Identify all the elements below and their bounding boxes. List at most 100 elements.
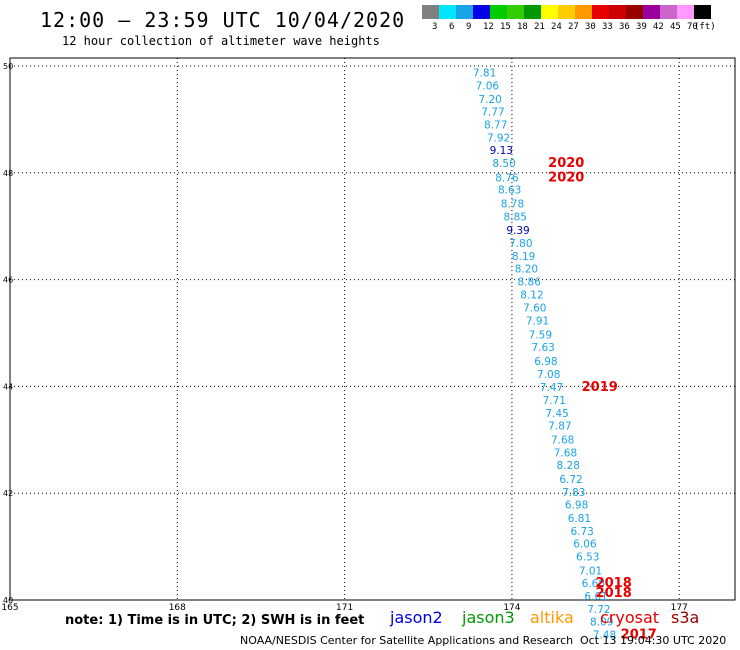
swh-value: 7.59 [529, 329, 552, 341]
swh-value: 9.39 [506, 225, 529, 237]
legend-swatch [626, 5, 643, 19]
swh-value: 6.53 [576, 551, 599, 563]
swh-value: 7.08 [537, 369, 560, 381]
swh-value: 6.72 [559, 474, 582, 486]
y-tick-label: 42 [3, 489, 13, 498]
track-year-label: 2017 [621, 627, 657, 642]
legend-label: 42 [653, 22, 664, 32]
legend-labels: 3 6 9 12 15 18 21 24 27 30 33 36 39 42 45 70 (ft) [422, 19, 740, 33]
swh-value: 7.71 [543, 395, 566, 407]
satellite-altika: altika [530, 608, 574, 627]
legend-label: 6 [449, 22, 455, 32]
swh-value: 8.19 [512, 251, 535, 263]
y-tick-label: 50 [3, 62, 13, 71]
legend-swatches [422, 5, 740, 19]
track-year-label: 2020 [548, 170, 584, 185]
x-tick-label: 168 [169, 603, 186, 613]
swh-value: 8.86 [518, 276, 542, 288]
swh-value: 7.47 [540, 382, 563, 394]
swh-value: 6.61 [584, 591, 607, 603]
legend-swatch [541, 5, 558, 19]
legend-label: 15 [500, 22, 511, 32]
legend-swatch [592, 5, 609, 19]
track-year-label: 2018 [596, 576, 632, 591]
swh-value: 8.76 [495, 172, 519, 184]
swh-value: 8.78 [501, 199, 524, 211]
legend-swatch [524, 5, 541, 19]
legend-swatch [643, 5, 660, 19]
swh-value: 6.06 [573, 539, 597, 551]
swh-value: 8.28 [557, 460, 580, 472]
swh-value: 7.72 [587, 604, 610, 616]
legend-label: 9 [466, 22, 472, 32]
footer-timestamp: Oct 13 19:04:30 UTC 2020 [580, 634, 727, 647]
y-tick-label: 46 [3, 276, 13, 285]
legend-swatch [660, 5, 677, 19]
legend-label: 36 [619, 22, 630, 32]
legend-label: 3 [432, 22, 438, 32]
x-tick-label: 171 [336, 603, 353, 613]
legend-label: (ft) [694, 22, 716, 32]
swh-value: 8.77 [484, 119, 507, 131]
swh-value: 7.60 [523, 303, 546, 315]
y-tick-label: 48 [3, 169, 13, 178]
swh-value: 6.81 [568, 513, 591, 525]
footer-organization: NOAA/NESDIS Center for Satellite Applica… [240, 634, 574, 647]
swh-value: 8.63 [498, 185, 521, 197]
swh-value: 7.87 [548, 421, 571, 433]
swh-value: 8.50 [492, 158, 515, 170]
x-tick-label: 177 [671, 603, 688, 613]
swh-value: 7.68 [551, 435, 574, 447]
legend-swatch [456, 5, 473, 19]
legend-label: 45 [670, 22, 681, 32]
track-year-label: 2018 [596, 586, 632, 601]
swh-value: 7.92 [487, 132, 510, 144]
legend-swatch [439, 5, 456, 19]
units-note: note: 1) Time is in UTC; 2) SWH is in fe… [65, 613, 365, 628]
swh-value: 7.20 [478, 94, 501, 106]
swh-value: 7.01 [579, 565, 602, 577]
legend-swatch [422, 5, 439, 19]
swh-value: 7.77 [481, 107, 504, 119]
satellite-s3a: s3a [671, 608, 700, 627]
swh-value: 7.81 [473, 68, 496, 80]
swh-value: 9.13 [490, 145, 513, 157]
swh-value: 8.12 [520, 289, 543, 301]
satellite-jason3: jason3 [462, 608, 515, 627]
legend-swatch [507, 5, 524, 19]
swh-value: 7.80 [509, 238, 532, 250]
legend-label: 70 [687, 22, 698, 32]
swh-value: 7.83 [562, 487, 585, 499]
satellite-cryosat: cryosat [600, 608, 660, 627]
swh-value: 7.06 [476, 80, 500, 92]
y-tick-label: 40 [3, 596, 13, 605]
legend-swatch [558, 5, 575, 19]
swh-value: 7.45 [545, 408, 568, 420]
legend-swatch [677, 5, 694, 19]
map-frame [9, 57, 736, 601]
map-subtitle: 12 hour collection of altimeter wave hei… [62, 34, 380, 48]
legend-label: 30 [585, 22, 596, 32]
swh-value: 6.98 [534, 356, 557, 368]
swh-value: 6.68 [582, 578, 605, 590]
legend-label: 12 [483, 22, 494, 32]
legend-label: 39 [636, 22, 647, 32]
legend-label: 33 [602, 22, 613, 32]
legend-label: 24 [551, 22, 562, 32]
track-year-label: 2020 [548, 156, 584, 171]
swh-value: 7.48 [593, 629, 616, 641]
y-tick-label: 44 [3, 382, 13, 391]
swh-value: 7.91 [526, 315, 549, 327]
swh-value: 6.98 [565, 500, 588, 512]
track-year-label: 2019 [582, 380, 618, 395]
map-title: 12:00 – 23:59 UTC 10/04/2020 [40, 8, 406, 32]
legend-swatch [490, 5, 507, 19]
legend-label: 27 [568, 22, 579, 32]
swh-value: 6.73 [570, 526, 593, 538]
swh-value: 8.20 [515, 264, 538, 276]
legend-swatch [694, 5, 711, 19]
legend-label: 18 [517, 22, 528, 32]
legend-label: 21 [534, 22, 545, 32]
